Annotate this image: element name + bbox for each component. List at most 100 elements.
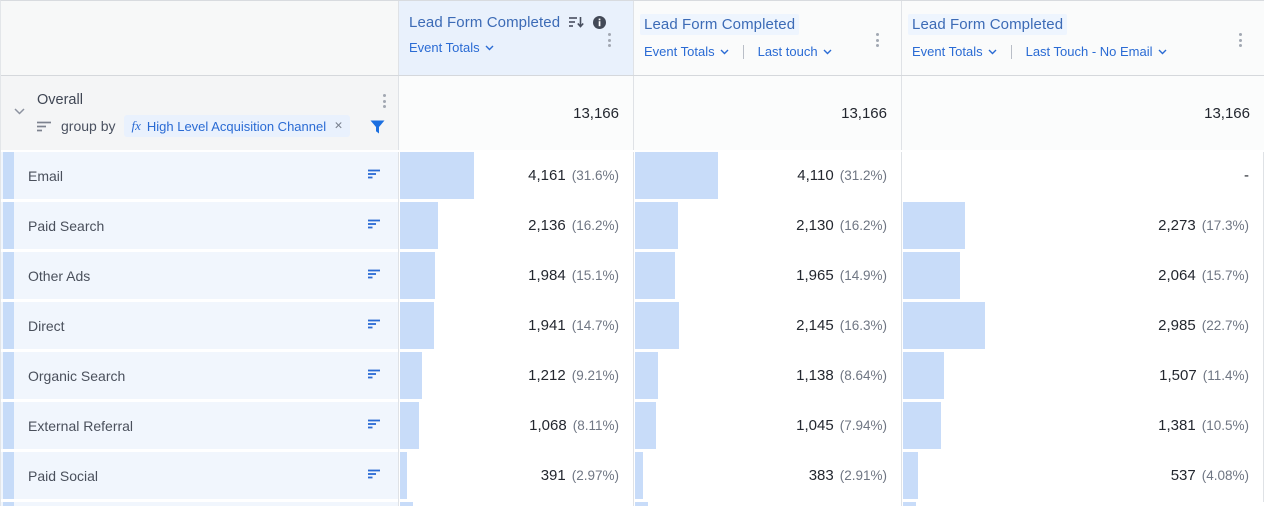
overall-value-cell: 13,166: [634, 76, 902, 150]
metric-name[interactable]: Lead Form Completed: [640, 14, 800, 35]
row-accent-strip: [3, 452, 14, 499]
table-row: External Referral 1,068 (8.11%) 1,045 (7.9…: [1, 402, 1264, 452]
value-bar: [400, 202, 438, 249]
value-bar: [400, 452, 407, 499]
sort-icon[interactable]: [569, 16, 584, 29]
value-bar: [400, 352, 422, 399]
value-bar: [400, 402, 419, 449]
chevron-down-icon: [1158, 49, 1167, 54]
value-cell: 4,110 (31.2%): [634, 152, 902, 202]
row-label: Organic Search: [28, 367, 126, 384]
row-accent-strip: [3, 352, 14, 399]
value-cell: 537 (4.08%): [902, 452, 1264, 502]
group-by-chip[interactable]: fx High Level Acquisition Channel ✕: [124, 115, 350, 137]
event-totals-dropdown[interactable]: Event Totals: [912, 44, 997, 59]
breakdown-bars-icon[interactable]: [368, 269, 381, 280]
value-bar: [400, 252, 436, 299]
row-label-cell: Paid Social: [1, 452, 399, 502]
value-cell: 1,941 (14.7%): [399, 302, 634, 352]
collapse-chevron-icon[interactable]: [14, 108, 25, 115]
column-menu-icon[interactable]: [1239, 33, 1242, 47]
value-cell: 2,064 (15.7%): [902, 252, 1264, 302]
chip-close-icon[interactable]: ✕: [334, 120, 343, 132]
row-label: Direct: [28, 317, 65, 334]
row-label: Email: [28, 167, 64, 184]
selector-label: Last touch: [757, 44, 818, 59]
chevron-down-icon: [988, 49, 997, 54]
row-label-cell: Other Ads: [1, 252, 399, 302]
overall-row: Overall group by fx High Level Acquisiti…: [1, 76, 1264, 152]
formula-icon: fx: [131, 118, 141, 133]
row-label-cell: External Referral: [1, 402, 399, 452]
row-label-cell: Email: [1, 152, 399, 202]
value-bar: [903, 302, 985, 349]
chevron-down-icon: [720, 49, 729, 54]
breakdown-bars-icon[interactable]: [368, 469, 381, 480]
value-cell: [902, 502, 1264, 506]
value-bar: [903, 452, 918, 499]
row-label-cell: [1, 502, 399, 506]
row-accent-strip: [3, 152, 14, 199]
selector-label: Event Totals: [409, 40, 480, 55]
value-bar: [903, 202, 966, 249]
breakdown-bars-icon[interactable]: [368, 419, 381, 430]
value-bar: [635, 302, 679, 349]
row-label-cell: Paid Search: [1, 202, 399, 252]
value-bar: [635, 352, 659, 399]
metric-column-3-header: Lead Form Completed Event Totals Last To…: [902, 1, 1264, 75]
breakdown-bars-icon[interactable]: [368, 319, 381, 330]
selector-label: Event Totals: [912, 44, 983, 59]
value-cell: -: [902, 152, 1264, 202]
overall-menu-icon[interactable]: [383, 94, 386, 108]
value-cell: 2,136 (16.2%): [399, 202, 634, 252]
row-accent-strip: [3, 202, 14, 249]
value-cell: 1,507 (11.4%): [902, 352, 1264, 402]
table-row: Email 4,161 (31.6%) 4,110 (31.2%) -: [1, 152, 1264, 202]
value-cell: [399, 502, 634, 506]
metric-name[interactable]: Lead Form Completed: [409, 14, 561, 31]
value-cell: 1,965 (14.9%): [634, 252, 902, 302]
chip-label: High Level Acquisition Channel: [146, 118, 327, 134]
value-bar: [635, 152, 719, 199]
selector-label: Event Totals: [644, 44, 715, 59]
value-cell: [634, 502, 902, 506]
value-bar: [903, 352, 945, 399]
value-bar: [903, 402, 941, 449]
overall-value-cell: 13,166: [399, 76, 634, 150]
breakdown-bars-icon[interactable]: [368, 219, 381, 230]
value-bar: [400, 302, 435, 349]
metric-column-2-header: Lead Form Completed Event Totals Last to…: [634, 1, 902, 75]
attribution-dropdown[interactable]: Last touch: [758, 44, 832, 59]
row-accent-strip: [3, 402, 14, 449]
event-totals-dropdown[interactable]: Event Totals: [644, 44, 729, 59]
value-cell: 1,138 (8.64%): [634, 352, 902, 402]
row-label-cell: Direct: [1, 302, 399, 352]
value-cell: 4,161 (31.6%): [399, 152, 634, 202]
value-bar: [635, 402, 657, 449]
selector-divider: [742, 44, 744, 59]
overall-title: Overall: [37, 92, 83, 108]
value-cell: 2,985 (22.7%): [902, 302, 1264, 352]
value-cell: 1,381 (10.5%): [902, 402, 1264, 452]
breakdown-bars-icon[interactable]: [368, 369, 381, 380]
breakdown-bars-icon[interactable]: [368, 169, 381, 180]
attribution-dropdown[interactable]: Last Touch - No Email: [1026, 44, 1167, 59]
selector-label: Last Touch - No Email: [1025, 44, 1153, 59]
column-menu-icon[interactable]: [876, 33, 879, 47]
value-cell: 1,045 (7.94%): [634, 402, 902, 452]
value-cell: 1,068 (8.11%): [399, 402, 634, 452]
column-menu-icon[interactable]: [608, 33, 611, 47]
table-row: Organic Search 1,212 (9.21%) 1,138 (8.64%)…: [1, 352, 1264, 402]
metric-name[interactable]: Lead Form Completed: [908, 14, 1068, 35]
corner-cell: [1, 1, 399, 75]
value-bar: [635, 452, 643, 499]
row-label: External Referral: [28, 417, 134, 434]
header-row: Lead Form Completed Event Totals: [1, 1, 1264, 76]
row-label: Paid Search: [28, 217, 105, 234]
row-label: Paid Social: [28, 467, 99, 484]
filter-funnel-icon[interactable]: [370, 120, 385, 134]
event-totals-dropdown[interactable]: Event Totals: [409, 40, 494, 55]
row-label: Other Ads: [28, 267, 91, 284]
info-icon[interactable]: [593, 16, 607, 29]
table-row: Other Ads 1,984 (15.1%) 1,965 (14.9%) 2,06…: [1, 252, 1264, 302]
